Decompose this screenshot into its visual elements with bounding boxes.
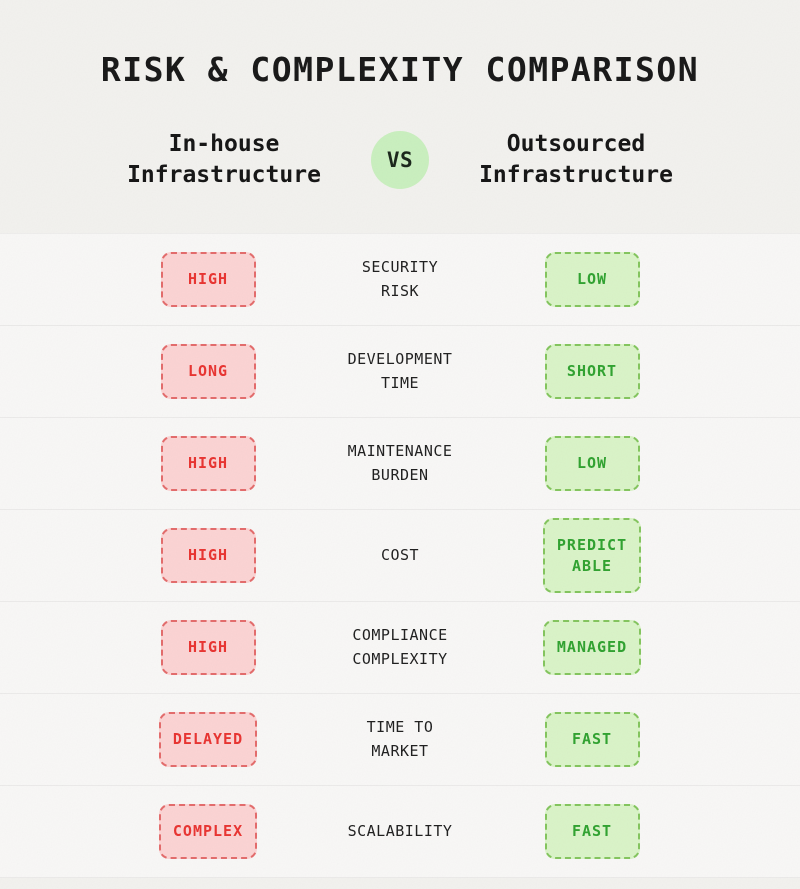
- metric-label: SCALABILITY: [347, 821, 453, 840]
- comparison-row: HIGH COST PREDICT ABLE: [0, 510, 800, 603]
- comparison-row: COMPLEX SCALABILITY FAST: [0, 786, 800, 879]
- left-value-badge: COMPLEX: [158, 804, 258, 859]
- right-value-badge: LOW: [544, 436, 640, 491]
- left-value-badge: HIGH: [160, 252, 256, 307]
- comparison-row: HIGH MAINTENANCE BURDEN LOW: [0, 418, 800, 511]
- right-value-badge: PREDICT ABLE: [542, 518, 642, 593]
- comparison-row: HIGH COMPLIANCE COMPLEXITY MANAGED: [0, 602, 800, 695]
- vs-badge: VS: [371, 131, 429, 190]
- comparison-row: LONG DEVELOPMENT TIME SHORT: [0, 326, 800, 419]
- page-title: RISK & COMPLEXITY COMPARISON: [100, 50, 700, 89]
- metric-label: COST: [380, 545, 420, 564]
- comparison-row: DELAYED TIME TO MARKET FAST: [0, 694, 800, 787]
- metric-label: COMPLIANCE COMPLEXITY: [352, 626, 448, 668]
- comparison-row: HIGH SECURITY RISK LOW: [0, 233, 800, 327]
- left-value-badge: HIGH: [160, 436, 256, 491]
- right-value-badge: MANAGED: [542, 620, 642, 675]
- metric-label: TIME TO MARKET: [366, 718, 434, 760]
- metric-label: SECURITY RISK: [361, 258, 439, 300]
- right-value-badge: LOW: [544, 252, 640, 307]
- left-value-badge: DELAYED: [158, 712, 258, 767]
- left-value-badge: HIGH: [160, 620, 256, 675]
- right-value-badge: FAST: [544, 712, 640, 767]
- left-column-header: In-house Infrastructure: [127, 131, 321, 189]
- metric-label: MAINTENANCE BURDEN: [347, 442, 453, 484]
- metric-label: DEVELOPMENT TIME: [347, 350, 453, 392]
- left-value-badge: HIGH: [160, 528, 256, 583]
- right-value-badge: FAST: [544, 804, 640, 859]
- comparison-rows: HIGH SECURITY RISK LOW LONG DEVELOPMENT …: [0, 233, 800, 879]
- left-value-badge: LONG: [160, 344, 256, 399]
- right-column-header: Outsourced Infrastructure: [479, 131, 673, 189]
- column-headers: In-house Infrastructure VS Outsourced In…: [0, 129, 800, 191]
- right-value-badge: SHORT: [544, 344, 640, 399]
